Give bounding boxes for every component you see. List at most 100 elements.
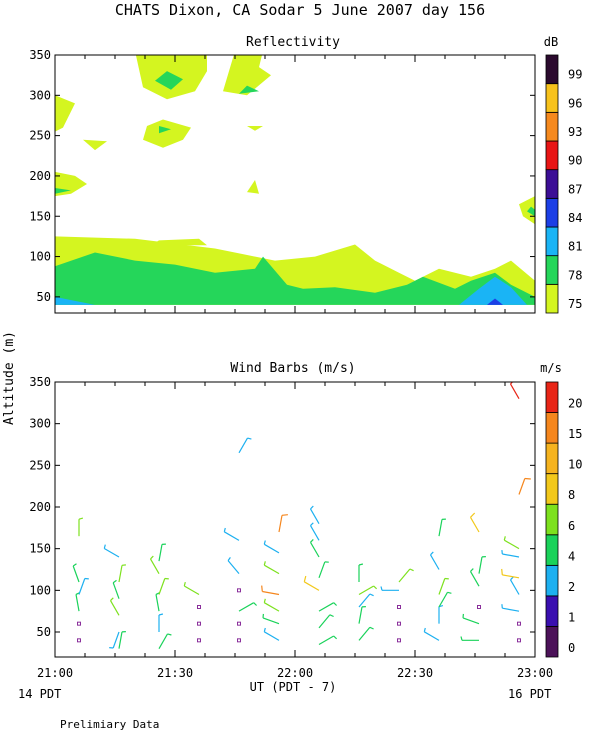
colorbar-label: 99 <box>568 68 582 82</box>
panel2-title: Wind Barbs (m/s) <box>230 361 355 376</box>
wind-barb-flag <box>504 536 505 540</box>
panel2-plot-area <box>73 380 531 649</box>
wind-barb-flag <box>424 628 425 632</box>
colorbar-swatch <box>546 256 558 285</box>
colorbar2-unit: m/s <box>540 361 562 375</box>
colorbar-swatch <box>546 626 558 657</box>
wind-barb-shaft <box>359 586 374 595</box>
colorbar-label: 15 <box>568 427 582 441</box>
y-tick-label: 150 <box>29 209 51 223</box>
x-tick-label: 21:30 <box>157 666 193 680</box>
wind-barb-flag <box>448 592 452 593</box>
wind-barb-shaft <box>264 544 279 553</box>
y-tick-label: 150 <box>29 542 51 556</box>
colorbar-label: 20 <box>568 397 582 411</box>
colorbar-swatch <box>546 443 558 474</box>
wind-barb-shaft <box>111 601 120 616</box>
x-tick-label: 22:00 <box>277 666 313 680</box>
wind-barb-shaft <box>104 549 119 558</box>
calm-wind-marker <box>238 622 241 625</box>
wind-barb-flag <box>334 636 337 639</box>
y-tick-label: 200 <box>29 500 51 514</box>
wind-barb-flag <box>264 541 265 545</box>
wind-barb-flag <box>264 599 265 603</box>
calm-wind-marker <box>518 639 521 642</box>
colorbar-label: 93 <box>568 125 582 139</box>
wind-barb-flag <box>113 580 116 582</box>
colorbar1-unit: dB <box>544 35 558 49</box>
y-tick-label: 50 <box>37 625 51 639</box>
y-tick-label: 50 <box>37 290 51 304</box>
figure-title: CHATS Dixon, CA Sodar 5 June 2007 day 15… <box>115 1 485 19</box>
reflectivity-contour-75 <box>151 239 207 246</box>
x-axis-label: UT (PDT - 7) <box>250 680 337 694</box>
colorbar-swatch <box>546 596 558 627</box>
wind-barb-shaft <box>511 384 520 399</box>
wind-barb-shaft <box>156 594 159 611</box>
wind-barb-shaft <box>471 571 480 586</box>
calm-wind-marker <box>238 639 241 642</box>
wind-barb-shaft <box>511 580 520 595</box>
wind-barb-shaft <box>502 608 519 611</box>
wind-barb-flag <box>168 634 172 635</box>
calm-wind-marker <box>198 639 201 642</box>
wind-barb-shaft <box>239 603 254 611</box>
wind-barb-flag <box>304 576 306 582</box>
calm-wind-marker <box>198 622 201 625</box>
wind-barb-shaft <box>119 565 122 582</box>
wind-barb-shaft <box>79 579 85 595</box>
wind-barb-shaft <box>319 603 334 611</box>
wind-barb-shaft <box>184 586 199 595</box>
reflectivity-contour-75 <box>83 140 107 150</box>
wind-barb-shaft <box>439 592 448 607</box>
wind-barb-flag <box>359 564 363 565</box>
x-tick-label: 21:00 <box>37 666 73 680</box>
wind-barb-shaft <box>279 515 282 532</box>
panel1-title: Reflectivity <box>246 35 340 50</box>
wind-barb-shaft <box>359 627 370 640</box>
wind-barb-flag <box>370 627 374 629</box>
y-tick-label: 250 <box>29 458 51 472</box>
wind-barb-flag <box>262 586 263 592</box>
wind-barb-shaft <box>239 438 248 453</box>
calm-wind-marker <box>398 639 401 642</box>
colorbar-swatch <box>546 535 558 566</box>
calm-wind-marker <box>78 639 81 642</box>
wind-barb-shaft <box>76 594 79 611</box>
wind-barb-shaft <box>159 544 162 561</box>
colorbar-label: 81 <box>568 240 582 254</box>
calm-wind-marker <box>518 622 521 625</box>
wind-barb-shaft <box>431 555 440 570</box>
wind-barb-shaft <box>519 479 525 495</box>
wind-barb-flag <box>431 552 434 555</box>
colorbar-swatch <box>546 284 558 313</box>
colorbar-swatch <box>546 84 558 113</box>
calm-wind-marker <box>398 622 401 625</box>
colorbar-label: 0 <box>568 641 575 655</box>
wind-barb-shaft <box>439 579 445 595</box>
wind-barb-flag <box>370 594 374 596</box>
wind-barb-shaft <box>359 607 362 624</box>
wind-barb-flag <box>264 561 265 565</box>
wind-barb-flag <box>228 557 230 560</box>
wind-barb-flag <box>224 528 225 532</box>
wind-barb-shaft <box>319 615 330 628</box>
wind-barb-flag <box>471 513 475 517</box>
wind-barb-flag <box>282 515 288 516</box>
wind-barb-flag <box>311 539 314 542</box>
y-tick-label: 100 <box>29 583 51 597</box>
colorbar-label: 10 <box>568 458 582 472</box>
wind-barb-shaft <box>424 632 439 641</box>
wind-barb-shaft <box>262 592 279 595</box>
wind-barb-shaft <box>502 554 519 557</box>
wind-barb-shaft <box>151 559 160 574</box>
colorbar-label: 75 <box>568 297 582 311</box>
wind-barb-shaft <box>311 542 320 557</box>
colorbar-swatch <box>546 382 558 413</box>
reflectivity-contour-75 <box>55 95 75 131</box>
wind-barb-flag <box>264 628 265 632</box>
wind-barb-flag <box>151 556 154 559</box>
wind-barb-flag <box>254 603 257 606</box>
